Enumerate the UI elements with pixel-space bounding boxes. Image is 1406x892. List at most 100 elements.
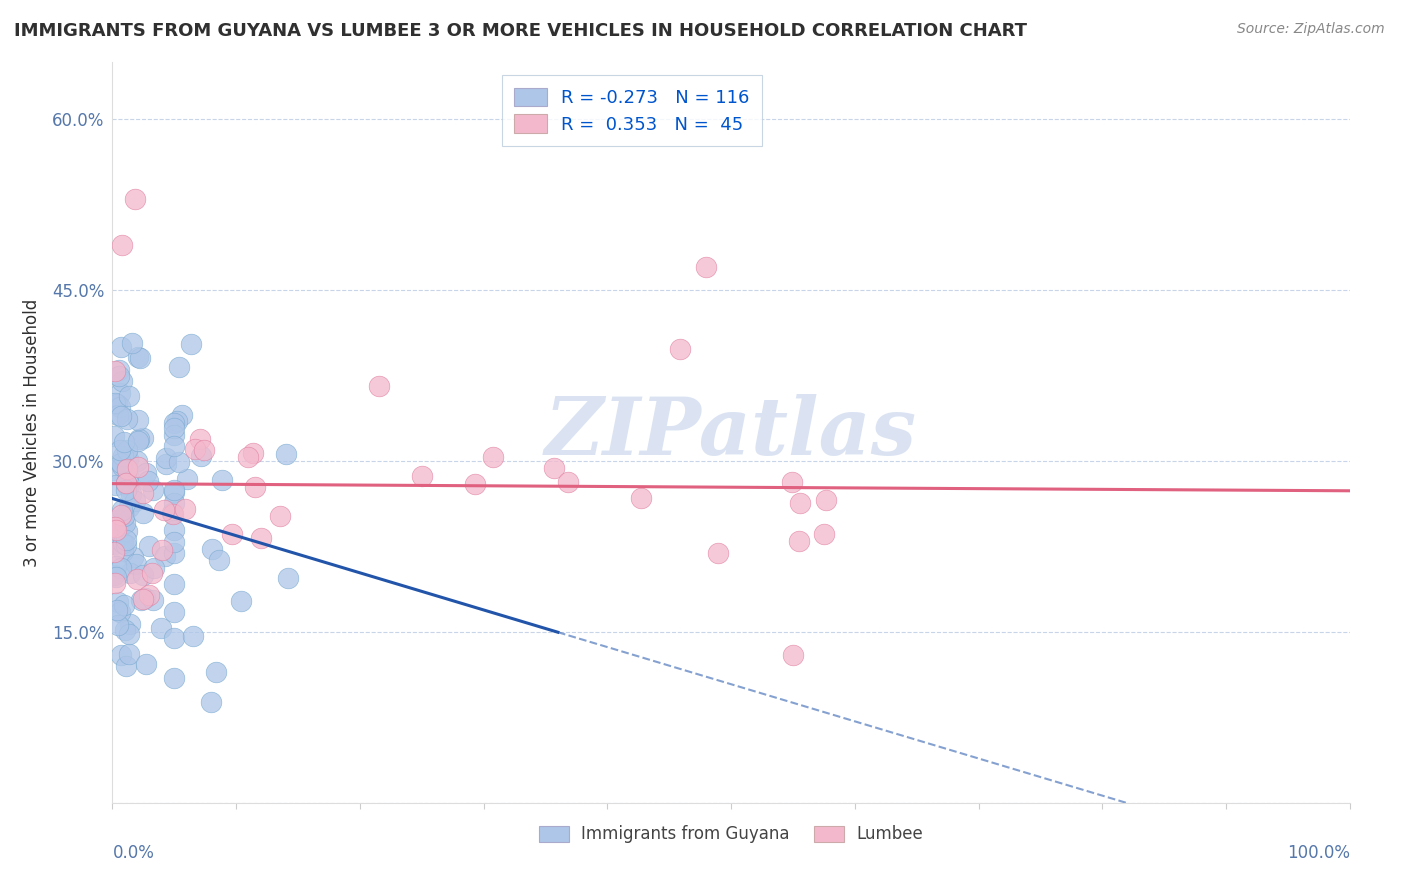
Point [464, 477, 486, 491]
Point [277, 570, 299, 584]
Point [108, 605, 131, 619]
Point [160, 506, 183, 520]
Point [112, 508, 135, 523]
Point [114, 516, 136, 531]
Point [813, 527, 835, 541]
Point [108, 385, 131, 400]
Point [104, 569, 127, 583]
Point [193, 443, 215, 458]
Point [127, 454, 149, 468]
Point [107, 595, 129, 609]
Point [181, 629, 204, 643]
Point [111, 375, 134, 389]
Point [481, 450, 503, 464]
Point [166, 414, 188, 428]
Point [121, 335, 143, 350]
Point [129, 351, 152, 365]
Point [115, 476, 138, 491]
Point [107, 618, 129, 632]
Point [163, 605, 186, 619]
Point [104, 364, 127, 378]
Point [103, 429, 125, 443]
Point [557, 475, 579, 489]
Point [669, 343, 692, 357]
Point [105, 513, 128, 527]
Point [163, 672, 186, 686]
Point [103, 537, 125, 551]
Point [127, 350, 149, 364]
Point [103, 525, 125, 540]
Point [789, 495, 811, 509]
Point [163, 439, 186, 453]
Point [176, 472, 198, 486]
Text: ZIPatlas: ZIPatlas [546, 394, 917, 471]
Point [110, 340, 132, 354]
Point [117, 468, 139, 483]
Point [134, 591, 156, 605]
Point [167, 455, 190, 469]
Point [118, 626, 141, 640]
Point [236, 450, 259, 465]
Point [103, 568, 125, 582]
Point [543, 461, 565, 475]
Point [115, 462, 138, 476]
Point [115, 483, 138, 497]
Point [111, 237, 134, 252]
Point [115, 659, 138, 673]
Point [120, 566, 142, 581]
Point [118, 617, 141, 632]
Point [122, 550, 145, 565]
Point [115, 443, 138, 458]
Point [107, 524, 129, 538]
Point [136, 474, 159, 488]
Point [117, 480, 139, 494]
Point [103, 520, 125, 534]
Point [163, 483, 186, 497]
Point [115, 538, 138, 552]
Point [695, 260, 717, 275]
Point [138, 588, 160, 602]
Point [112, 435, 135, 450]
Point [115, 524, 138, 538]
Point [115, 462, 138, 476]
Point [127, 459, 149, 474]
Point [274, 447, 297, 461]
Point [110, 409, 132, 423]
Point [104, 478, 127, 492]
Point [111, 544, 134, 558]
Point [163, 484, 186, 499]
Point [269, 508, 291, 523]
Point [221, 527, 243, 541]
Point [163, 495, 186, 509]
Point [103, 463, 125, 477]
Point [115, 475, 138, 490]
Point [125, 572, 148, 586]
Point [150, 542, 173, 557]
Point [110, 648, 132, 662]
Point [242, 446, 264, 460]
Legend: Immigrants from Guyana, Lumbee: Immigrants from Guyana, Lumbee [533, 819, 929, 850]
Point [163, 428, 186, 442]
Point [174, 501, 197, 516]
Point [118, 647, 141, 661]
Point [110, 560, 132, 574]
Point [120, 487, 142, 501]
Point [107, 363, 129, 377]
Point [111, 536, 134, 550]
Point [104, 558, 127, 573]
Point [163, 535, 186, 549]
Point [132, 485, 155, 500]
Point [111, 502, 134, 516]
Point [243, 480, 266, 494]
Point [142, 593, 165, 607]
Point [117, 411, 139, 425]
Point [200, 695, 222, 709]
Point [131, 568, 153, 582]
Point [368, 379, 391, 393]
Point [411, 469, 433, 483]
Text: 0.0%: 0.0% [112, 844, 155, 862]
Point [188, 432, 211, 446]
Point [104, 576, 127, 591]
Point [111, 459, 134, 474]
Point [114, 624, 136, 638]
